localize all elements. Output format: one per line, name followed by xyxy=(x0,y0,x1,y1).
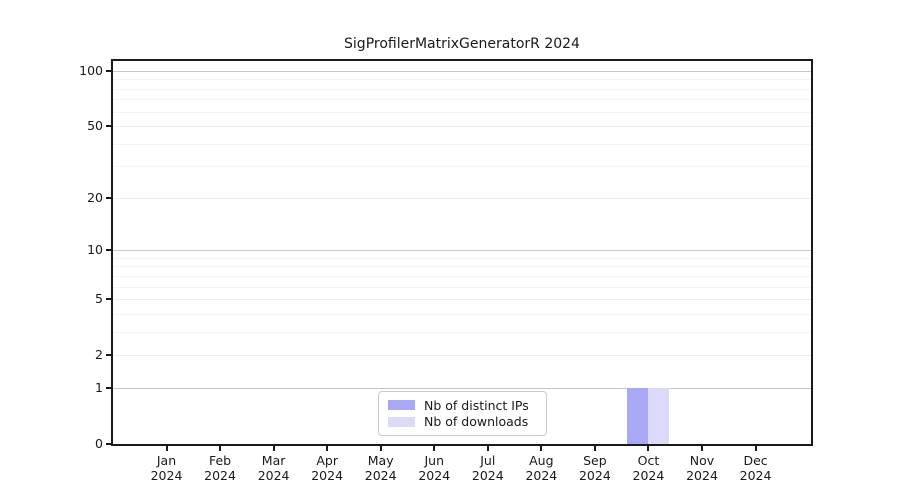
y-tick-mark xyxy=(106,386,111,389)
x-tick-label: Sep 2024 xyxy=(563,453,627,483)
legend-label-downloads: Nb of downloads xyxy=(424,414,529,430)
gridline xyxy=(113,126,811,128)
y-tick-label: 0 xyxy=(95,436,103,451)
gridline-minor xyxy=(113,331,811,333)
x-tick-month: Jun xyxy=(424,453,445,468)
x-tick-label: Feb 2024 xyxy=(188,453,252,483)
gridline-minor xyxy=(113,79,811,81)
x-tick-mark xyxy=(219,446,222,451)
gridline-minor xyxy=(113,313,811,315)
legend-swatch-downloads-icon xyxy=(388,416,415,427)
gridline-major xyxy=(113,250,811,252)
x-tick-year: 2024 xyxy=(525,468,558,483)
chart-title: SigProfilerMatrixGeneratorR 2024 xyxy=(344,36,580,52)
y-tick-label: 5 xyxy=(95,291,103,307)
y-tick-mark xyxy=(106,443,111,445)
y-tick-mark xyxy=(106,354,111,357)
gridline-minor xyxy=(113,88,811,90)
gridline-major xyxy=(113,70,811,72)
x-tick-month: Aug xyxy=(529,453,554,468)
x-tick-label: Mar 2024 xyxy=(242,453,306,483)
x-tick-year: 2024 xyxy=(150,468,183,483)
x-tick-mark xyxy=(326,446,329,451)
gridline-minor xyxy=(113,111,811,113)
x-tick-mark xyxy=(593,446,596,451)
x-tick-mark xyxy=(433,446,436,451)
y-tick-mark xyxy=(106,125,111,128)
x-tick-month: Feb xyxy=(208,453,232,468)
plot-area: Dec 2024 Nov 2024 Oct 2024 Sep 2024 Aug 2024 Jul 20… xyxy=(79,61,811,483)
gridline-minor xyxy=(113,275,811,277)
x-tick-label: Oct 2024 xyxy=(616,453,680,483)
x-tick-year: 2024 xyxy=(311,468,344,483)
x-tick-month: May xyxy=(367,453,394,468)
x-tick-month: Dec xyxy=(743,453,768,468)
y-tick-mark xyxy=(106,249,111,252)
legend-item-downloads: Nb of downloads xyxy=(388,414,538,430)
x-tick-mark xyxy=(165,446,168,451)
gridline-minor xyxy=(113,266,811,268)
x-tick-month: Oct xyxy=(637,453,660,468)
y-tick-label: 50 xyxy=(87,118,103,134)
y-tick-mark xyxy=(106,69,111,72)
legend-label-distinct-ips: Nb of distinct IPs xyxy=(424,397,529,413)
legend: Nb of distinct IPs Nb of downloads xyxy=(378,391,547,436)
gridline xyxy=(113,197,811,199)
gridline-major xyxy=(113,387,811,389)
y-tick-label: 1 xyxy=(95,379,103,395)
x-tick-label: Apr 2024 xyxy=(295,453,359,483)
x-tick-year: 2024 xyxy=(686,468,718,483)
x-tick-month: Mar xyxy=(261,453,286,468)
gridline-minor xyxy=(113,99,811,101)
gridline xyxy=(113,355,811,357)
x-tick-mark xyxy=(540,446,543,451)
gridline-minor xyxy=(113,143,811,145)
y-tick-mark xyxy=(106,298,111,301)
y-tick-label: 2 xyxy=(95,347,103,363)
y-tick-mark xyxy=(106,196,111,199)
y-tick-label: 20 xyxy=(87,189,103,205)
bar-downloads xyxy=(648,387,670,444)
y-tick-label: 100 xyxy=(79,62,103,78)
x-tick-month: Jan xyxy=(156,453,177,468)
x-tick-mark xyxy=(486,446,489,451)
x-tick-year: 2024 xyxy=(418,468,451,483)
legend-swatch-distinct-ips-icon xyxy=(388,400,415,411)
x-tick-label: Jan 2024 xyxy=(135,453,199,483)
x-tick-year: 2024 xyxy=(739,468,772,483)
x-tick-mark xyxy=(701,446,703,451)
y-tick-label: 10 xyxy=(87,242,103,258)
x-tick-label: Jun 2024 xyxy=(402,453,466,483)
bar-distinct-ips xyxy=(627,387,649,444)
x-tick-label: May 2024 xyxy=(349,453,413,483)
x-tick-mark xyxy=(647,446,650,451)
x-tick-year: 2024 xyxy=(204,468,236,483)
gridline xyxy=(113,299,811,301)
x-tick-label: Dec 2024 xyxy=(724,453,788,483)
x-tick-label: Aug 2024 xyxy=(509,453,573,483)
x-tick-year: 2024 xyxy=(632,468,665,483)
x-tick-mark xyxy=(379,446,382,451)
gridline-minor xyxy=(113,166,811,168)
x-tick-year: 2024 xyxy=(578,468,611,483)
x-tick-month: Apr xyxy=(316,453,338,468)
x-tick-month: Nov xyxy=(689,453,715,468)
x-tick-mark xyxy=(272,446,275,451)
x-tick-year: 2024 xyxy=(364,468,397,483)
x-tick-mark xyxy=(754,446,757,451)
gridline-minor xyxy=(113,286,811,288)
gridline-minor xyxy=(113,257,811,259)
x-tick-year: 2024 xyxy=(257,468,290,483)
legend-item-distinct-ips: Nb of distinct IPs xyxy=(388,397,538,413)
x-tick-label: Nov 2024 xyxy=(670,453,734,483)
x-tick-month: Sep xyxy=(583,453,607,468)
x-tick-label: Jul 2024 xyxy=(456,453,520,483)
x-tick-year: 2024 xyxy=(471,468,504,483)
x-tick-month: Jul xyxy=(480,453,496,468)
